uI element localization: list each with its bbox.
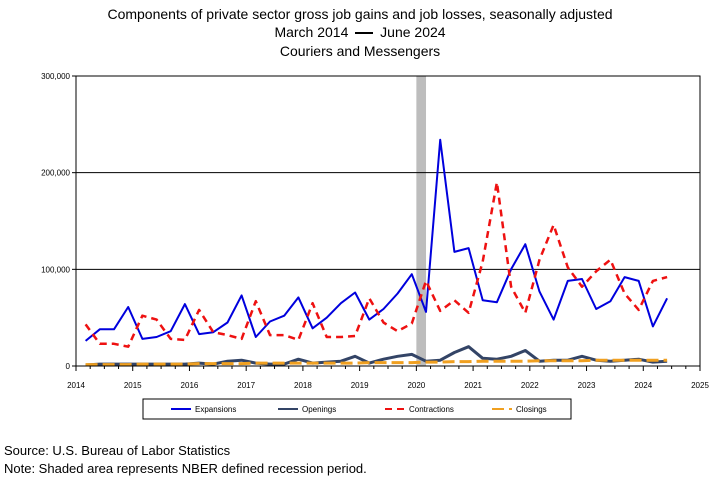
chart-subtitle-date-range: March 2014 June 2024 (0, 24, 720, 41)
legend-label-openings: Openings (302, 405, 336, 414)
recession-note: Note: Shaded area represents NBER define… (4, 461, 367, 476)
x-tick-label: 2023 (578, 381, 596, 390)
subtitle-end-date: June 2024 (380, 24, 446, 40)
x-tick-label: 2020 (407, 381, 425, 390)
x-tick-label: 2017 (237, 381, 255, 390)
subtitle-dash-separator (355, 32, 374, 35)
legend-label-closings: Closings (516, 405, 547, 414)
y-tick-label: 100,000 (41, 265, 70, 274)
x-tick-label: 2015 (124, 381, 142, 390)
series-line-expansions (84, 138, 668, 342)
recession-shading (416, 76, 427, 366)
y-tick-label: 200,000 (41, 169, 70, 178)
x-tick-label: 2022 (521, 381, 539, 390)
x-tick-label: 2021 (464, 381, 482, 390)
x-tick-label: 2014 (67, 381, 85, 390)
chart-title: Components of private sector gross job g… (107, 6, 613, 22)
series-line-closings (85, 358, 668, 367)
y-tick-label: 300,000 (41, 72, 70, 81)
chart-industry-subtitle: Couriers and Messengers (279, 43, 441, 59)
x-tick-label: 2024 (634, 381, 652, 390)
subtitle-start-date: March 2014 (274, 24, 349, 40)
y-tick-label: 0 (66, 362, 71, 371)
x-tick-label: 2025 (691, 381, 709, 390)
legend-label-expansions: Expansions (195, 405, 236, 414)
legend-label-contractions: Contractions (409, 405, 454, 414)
series-line-contractions (84, 181, 668, 348)
x-tick-label: 2018 (294, 381, 312, 390)
source-note: Source: U.S. Bureau of Labor Statistics (4, 443, 231, 458)
x-tick-label: 2019 (351, 381, 369, 390)
plot-frame (75, 75, 701, 367)
legend-box (142, 398, 572, 420)
x-tick-label: 2016 (181, 381, 199, 390)
